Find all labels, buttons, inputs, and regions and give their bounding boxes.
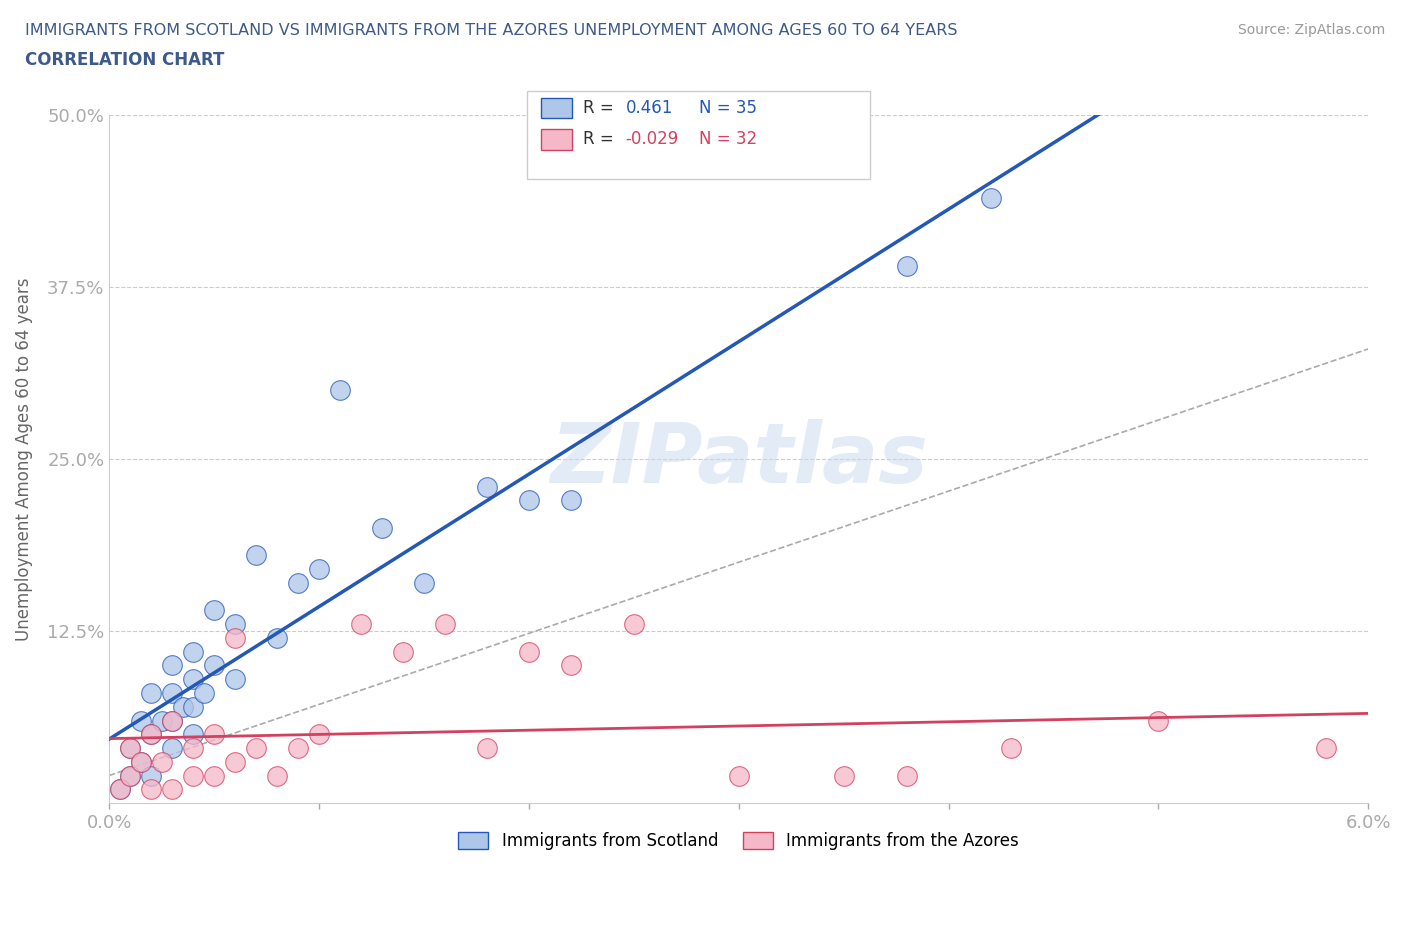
Point xyxy=(560,658,582,673)
Point xyxy=(181,768,204,783)
Point xyxy=(1000,740,1022,755)
Point xyxy=(139,782,162,797)
Point xyxy=(181,671,204,686)
Point xyxy=(475,479,498,494)
Point xyxy=(139,685,162,700)
Text: 0.461: 0.461 xyxy=(626,99,673,117)
Point xyxy=(979,190,1001,205)
Point xyxy=(350,617,373,631)
Point xyxy=(517,493,540,508)
Point xyxy=(108,782,131,797)
Point xyxy=(139,768,162,783)
Point xyxy=(108,782,131,797)
Point xyxy=(560,493,582,508)
Point xyxy=(266,631,288,645)
Text: Source: ZipAtlas.com: Source: ZipAtlas.com xyxy=(1237,23,1385,37)
Point xyxy=(181,699,204,714)
Point xyxy=(139,727,162,742)
Point xyxy=(371,521,394,536)
Point xyxy=(224,754,246,769)
Point xyxy=(224,617,246,631)
Text: IMMIGRANTS FROM SCOTLAND VS IMMIGRANTS FROM THE AZORES UNEMPLOYMENT AMONG AGES 6: IMMIGRANTS FROM SCOTLAND VS IMMIGRANTS F… xyxy=(25,23,957,38)
Point xyxy=(202,658,225,673)
Point xyxy=(129,713,152,728)
Point xyxy=(129,754,152,769)
Point xyxy=(1315,740,1337,755)
Point xyxy=(433,617,456,631)
Point xyxy=(120,768,142,783)
Point xyxy=(245,740,267,755)
Point xyxy=(120,740,142,755)
Point xyxy=(160,740,183,755)
Text: ZIPatlas: ZIPatlas xyxy=(550,418,928,499)
Point xyxy=(202,727,225,742)
Text: R =: R = xyxy=(583,99,614,117)
Point xyxy=(129,754,152,769)
Text: R =: R = xyxy=(583,130,614,149)
Point xyxy=(172,699,194,714)
Point xyxy=(120,768,142,783)
Point xyxy=(412,576,434,591)
Point xyxy=(475,740,498,755)
Point xyxy=(329,383,352,398)
Text: N = 35: N = 35 xyxy=(699,99,756,117)
Legend: Immigrants from Scotland, Immigrants from the Azores: Immigrants from Scotland, Immigrants fro… xyxy=(451,825,1026,857)
Text: N = 32: N = 32 xyxy=(699,130,756,149)
Point xyxy=(202,603,225,618)
Point xyxy=(160,658,183,673)
Point xyxy=(150,713,173,728)
Point xyxy=(287,576,309,591)
Point xyxy=(120,740,142,755)
Point xyxy=(193,685,215,700)
Point xyxy=(245,548,267,563)
Point xyxy=(832,768,855,783)
Point xyxy=(181,740,204,755)
Y-axis label: Unemployment Among Ages 60 to 64 years: Unemployment Among Ages 60 to 64 years xyxy=(15,277,32,641)
Point xyxy=(896,259,918,273)
Point xyxy=(160,713,183,728)
Text: CORRELATION CHART: CORRELATION CHART xyxy=(25,51,225,69)
Point xyxy=(266,768,288,783)
Point xyxy=(308,727,330,742)
Point xyxy=(1147,713,1170,728)
Point xyxy=(139,727,162,742)
Point xyxy=(392,644,415,659)
Point xyxy=(308,562,330,577)
Text: -0.029: -0.029 xyxy=(626,130,679,149)
Point xyxy=(287,740,309,755)
Point xyxy=(150,754,173,769)
Point xyxy=(181,727,204,742)
Point xyxy=(517,644,540,659)
Point xyxy=(896,768,918,783)
Point xyxy=(623,617,645,631)
Point xyxy=(160,782,183,797)
Point xyxy=(224,631,246,645)
Point xyxy=(181,644,204,659)
Point xyxy=(224,671,246,686)
Point xyxy=(160,685,183,700)
Point xyxy=(160,713,183,728)
Point xyxy=(202,768,225,783)
Point xyxy=(727,768,749,783)
